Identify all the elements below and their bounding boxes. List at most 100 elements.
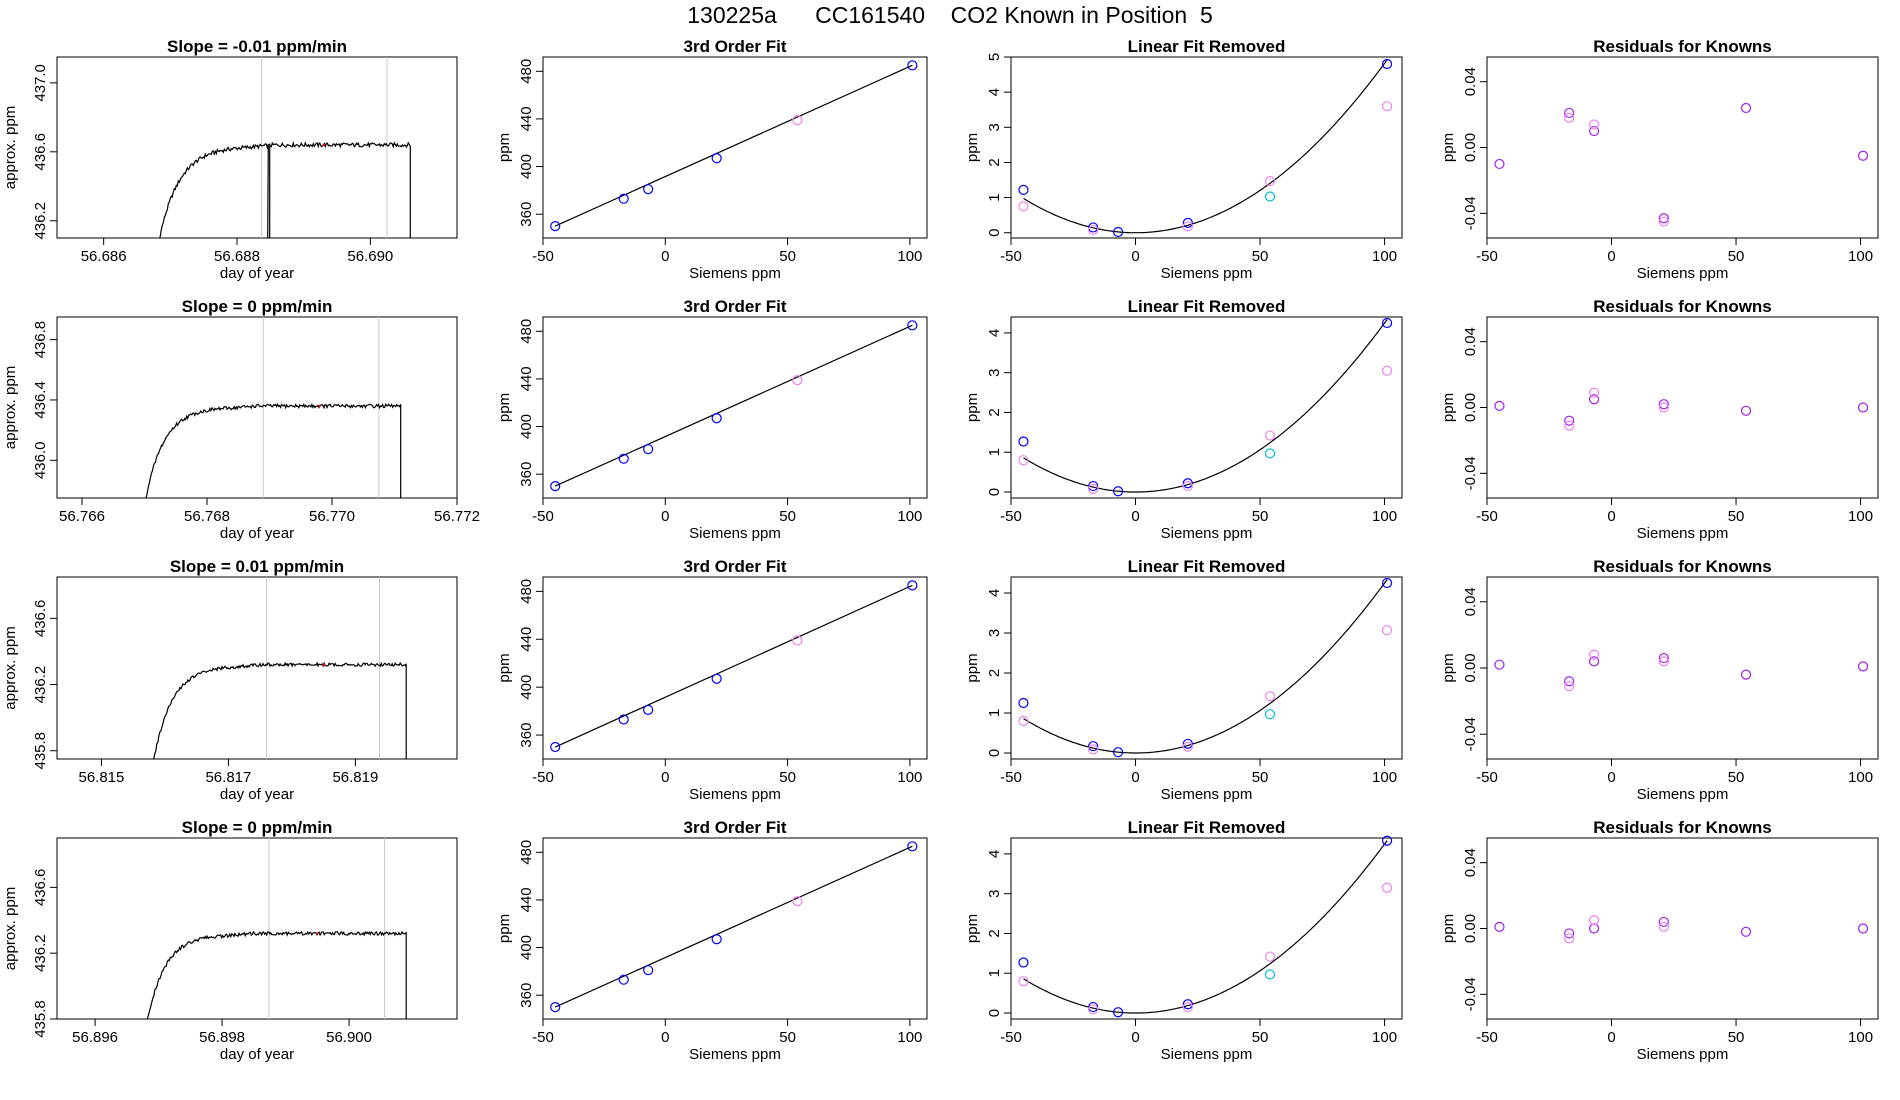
y-tick-label: 480: [518, 579, 535, 604]
x-axis-label: day of year: [220, 1046, 294, 1063]
data-point: [1494, 400, 1505, 411]
chart-panel-r2-fit: 3rd Order Fit -50 0 50 100 Siemens ppm 360 400 4…: [496, 297, 928, 542]
data-point: [1658, 652, 1669, 664]
y-tick-label: 0: [986, 1009, 1003, 1017]
data-point: [1018, 184, 1029, 195]
data-point: [1658, 921, 1669, 932]
data-point: [1564, 933, 1575, 944]
x-tick-label: -50: [1476, 769, 1498, 786]
fit-line: [554, 845, 913, 1008]
data-point: [1564, 681, 1575, 692]
y-tick-label: -0.04: [1462, 196, 1479, 230]
data-point: [1381, 625, 1393, 636]
plot-frame: [56, 316, 458, 499]
x-tick-label: 0: [1607, 769, 1615, 786]
y-tick-label: 440: [518, 366, 535, 391]
data-point: [1182, 217, 1193, 228]
y-tick-label: 400: [518, 154, 535, 179]
plot-area: [153, 577, 407, 759]
panel-title: Slope = -0.01 ppm/min: [167, 37, 347, 56]
x-tick-label: 50: [779, 769, 796, 786]
x-tick-label: 0: [661, 1029, 669, 1046]
y-tick-label: 400: [518, 414, 535, 439]
y-axis-label: ppm: [496, 393, 513, 422]
panel-title: Linear Fit Removed: [1128, 37, 1286, 56]
data-point: [1564, 415, 1575, 426]
data-point: [1588, 119, 1600, 130]
chart-panel-r4-fit: 3rd Order Fit -50 0 50 100 Siemens ppm 360 400 4…: [496, 818, 928, 1063]
data-point: [907, 580, 918, 591]
chart-panel-r4-residuals: Residuals for Knowns -50 0 50 100 Siemens ppm…: [1440, 818, 1879, 1063]
panel-title: Slope = 0 ppm/min: [182, 818, 333, 837]
data-point: [1088, 741, 1099, 752]
y-tick-label: 360: [518, 462, 535, 487]
y-axis-label: ppm: [496, 914, 513, 943]
x-tick-label: -50: [1476, 508, 1498, 525]
data-point: [1088, 744, 1099, 755]
data-point: [1588, 387, 1600, 398]
x-axis-label: Siemens ppm: [1637, 786, 1729, 803]
y-tick-label: 0.04: [1462, 587, 1479, 616]
data-point: [1381, 317, 1393, 329]
plot-frame: [1010, 316, 1403, 499]
y-tick-label: 2: [986, 929, 1003, 937]
y-tick-label: 435.8: [32, 732, 49, 770]
x-tick-label: 100: [897, 248, 922, 265]
data-point: [1588, 394, 1600, 405]
data-point: [1564, 107, 1575, 119]
plot-frame: [1010, 837, 1403, 1020]
data-point: [550, 480, 561, 492]
x-axis-label: day of year: [220, 786, 294, 803]
chart-panel-r1-linear: Linear Fit Removed -50 0 50 100 Siemens ppm 0 1…: [964, 37, 1403, 282]
plot-frame: [542, 837, 928, 1020]
plot-frame: [1010, 576, 1403, 760]
panel-title: Residuals for Knowns: [1593, 297, 1772, 316]
x-tick-label: 50: [779, 508, 796, 525]
data-point: [1381, 58, 1393, 70]
data-point: [1264, 709, 1276, 720]
x-tick-label: 100: [1372, 248, 1397, 265]
y-tick-label: 480: [518, 840, 535, 865]
chart-panel-r3-fit: 3rd Order Fit -50 0 50 100 Siemens ppm 360 400 4…: [496, 557, 928, 803]
data-point: [1182, 741, 1193, 752]
data-point: [1112, 1007, 1124, 1018]
x-tick-label: 100: [1372, 769, 1397, 786]
data-point: [792, 375, 803, 386]
x-tick-label: 100: [897, 1029, 922, 1046]
x-tick-label: 0: [1607, 248, 1615, 265]
mean-marker: [322, 143, 325, 147]
x-axis-label: Siemens ppm: [689, 525, 781, 542]
y-tick-label: 436.0: [32, 442, 49, 480]
data-point: [1112, 747, 1124, 758]
x-tick-label: 50: [779, 248, 796, 265]
x-tick-label: 56.898: [199, 1029, 245, 1046]
data-point: [1182, 221, 1193, 232]
data-point: [1088, 480, 1099, 492]
data-point: [907, 60, 918, 71]
data-point: [1264, 951, 1276, 962]
y-axis-label: ppm: [1440, 133, 1457, 162]
data-point: [1112, 226, 1124, 238]
x-tick-label: 50: [1252, 769, 1269, 786]
data-point: [1018, 957, 1029, 968]
y-tick-label: -0.04: [1462, 717, 1479, 751]
data-point: [792, 115, 803, 126]
data-point: [1381, 835, 1393, 846]
chart-panel-r1-residuals: Residuals for Knowns -50 0 50 100 Siemens ppm…: [1440, 37, 1879, 282]
x-tick-label: -50: [1000, 508, 1022, 525]
data-point: [711, 934, 722, 945]
data-point: [1588, 923, 1600, 934]
x-tick-label: 56.815: [78, 769, 124, 786]
x-tick-label: 56.896: [72, 1029, 118, 1046]
y-tick-label: 0.04: [1462, 327, 1479, 356]
chart-panel-r4-linear: Linear Fit Removed -50 0 50 100 Siemens ppm 0 1…: [964, 818, 1403, 1063]
data-point: [1494, 921, 1505, 932]
data-point: [711, 153, 722, 164]
data-point: [1381, 882, 1393, 893]
x-tick-label: 100: [1372, 508, 1397, 525]
x-tick-label: 56.690: [347, 248, 393, 265]
x-axis-label: Siemens ppm: [1161, 786, 1253, 803]
plot-frame: [1486, 316, 1879, 499]
data-point: [643, 965, 654, 976]
y-axis-label: approx. ppm: [2, 366, 19, 449]
